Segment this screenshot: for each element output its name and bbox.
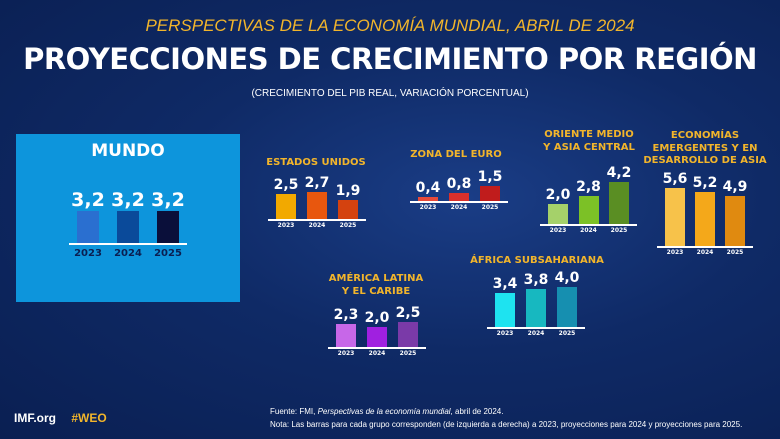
- value-label-mundo: 3,2: [71, 189, 105, 211]
- year-label-asia: 2025: [726, 249, 744, 256]
- year-label-us: 2024: [308, 222, 326, 229]
- year-label-asia: 2023: [666, 249, 684, 256]
- year-label-latam: 2024: [368, 350, 386, 357]
- year-label-africa: 2024: [527, 330, 545, 337]
- axis-line-africa: [487, 327, 585, 329]
- value-label-me: 2,8: [576, 179, 601, 195]
- group-title-euro: ZONA DEL EURO: [410, 149, 502, 160]
- year-label-asia: 2024: [696, 249, 714, 256]
- axis-line-asia: [657, 246, 753, 248]
- report-subtitle: PERSPECTIVAS DE LA ECONOMÍA MUNDIAL, ABR…: [145, 16, 635, 35]
- bar-africa-2023: [495, 293, 515, 327]
- axis-line-mundo: [69, 243, 187, 245]
- bar-euro-2024: [449, 193, 469, 201]
- imf-link[interactable]: IMF.org: [14, 411, 56, 425]
- year-label-africa: 2025: [558, 330, 576, 337]
- axis-line-latam: [328, 347, 426, 349]
- group-title-mundo: MUNDO: [91, 141, 165, 161]
- footer-links: IMF.org #WEO: [14, 411, 119, 425]
- bar-me-2023: [548, 204, 568, 224]
- value-label-euro: 1,5: [477, 169, 503, 185]
- source-note: Fuente: FMI, Perspectivas de la economía…: [270, 405, 742, 431]
- source-prefix: Fuente: FMI,: [270, 407, 318, 416]
- value-label-africa: 4,0: [554, 270, 580, 286]
- bar-mundo-2025: [157, 211, 179, 243]
- axis-line-me: [540, 224, 637, 226]
- group-title-asia: ECONOMÍAS EMERGENTES Y EN DESARROLLO DE …: [643, 130, 767, 166]
- group-title-me: ORIENTE MEDIO Y ASIA CENTRAL: [543, 129, 635, 153]
- value-label-euro: 0,4: [415, 180, 441, 196]
- value-label-us: 2,7: [304, 175, 330, 191]
- value-label-me: 2,0: [545, 187, 571, 203]
- year-label-mundo: 2025: [154, 248, 182, 259]
- axis-line-us: [268, 219, 366, 221]
- bar-me-2025: [609, 182, 629, 224]
- bar-latam-2025: [398, 322, 418, 347]
- year-label-latam: 2025: [399, 350, 417, 357]
- value-label-africa: 3,8: [523, 272, 549, 288]
- bars-note: Nota: Las barras para cada grupo corresp…: [270, 420, 743, 429]
- year-label-me: 2025: [610, 227, 628, 234]
- bar-euro-2023: [418, 197, 438, 201]
- year-label-latam: 2023: [337, 350, 355, 357]
- year-label-euro: 2024: [450, 204, 468, 211]
- bar-asia-2024: [695, 192, 715, 246]
- value-label-latam: 2,3: [333, 307, 359, 323]
- source-title: Perspectivas de la economía mundial: [317, 407, 451, 416]
- year-label-africa: 2023: [496, 330, 514, 337]
- bar-africa-2025: [557, 287, 577, 327]
- value-label-latam: 2,5: [395, 305, 421, 321]
- value-label-me: 4,2: [606, 165, 632, 181]
- group-title-us: ESTADOS UNIDOS: [266, 157, 366, 168]
- bar-asia-2023: [665, 188, 685, 246]
- bar-euro-2025: [480, 186, 500, 201]
- year-label-euro: 2025: [481, 204, 499, 211]
- group-title-africa: ÁFRICA SUBSAHARIANA: [470, 255, 604, 266]
- value-label-latam: 2,0: [364, 310, 390, 326]
- year-label-me: 2024: [580, 227, 597, 234]
- value-label-euro: 0,8: [446, 176, 472, 192]
- value-label-asia: 5,2: [692, 175, 718, 192]
- axis-line-euro: [410, 201, 508, 203]
- value-label-asia: 5,6: [662, 171, 688, 188]
- bar-us-2023: [276, 194, 296, 219]
- value-label-asia: 4,9: [722, 178, 748, 195]
- value-label-mundo: 3,2: [111, 189, 145, 211]
- year-label-mundo: 2024: [114, 248, 142, 259]
- year-label-us: 2023: [277, 222, 295, 229]
- hashtag-link[interactable]: #WEO: [71, 411, 107, 425]
- value-label-mundo: 3,2: [151, 189, 185, 211]
- year-label-me: 2023: [549, 227, 567, 234]
- bar-mundo-2023: [77, 211, 99, 243]
- group-title-latam: AMÉRICA LATINA Y EL CARIBE: [328, 273, 424, 297]
- value-label-africa: 3,4: [492, 276, 518, 292]
- bar-latam-2024: [367, 327, 387, 347]
- bar-mundo-2024: [117, 211, 139, 243]
- bar-us-2024: [307, 192, 327, 219]
- year-label-euro: 2023: [419, 204, 437, 211]
- year-label-us: 2025: [339, 222, 357, 229]
- page-title: PROYECCIONES DE CRECIMIENTO POR REGIÓN: [23, 42, 757, 76]
- value-label-us: 2,5: [273, 177, 299, 193]
- bar-africa-2024: [526, 289, 546, 327]
- bar-us-2025: [338, 200, 358, 219]
- units-note: (CRECIMIENTO DEL PIB REAL, VARIACIÓN POR…: [251, 88, 529, 99]
- value-label-us: 1,9: [335, 183, 361, 199]
- bar-asia-2025: [725, 195, 745, 246]
- source-suffix: , abril de 2024.: [450, 407, 504, 416]
- bar-latam-2023: [336, 324, 356, 347]
- bar-me-2024: [578, 196, 599, 224]
- year-label-mundo: 2023: [74, 248, 102, 259]
